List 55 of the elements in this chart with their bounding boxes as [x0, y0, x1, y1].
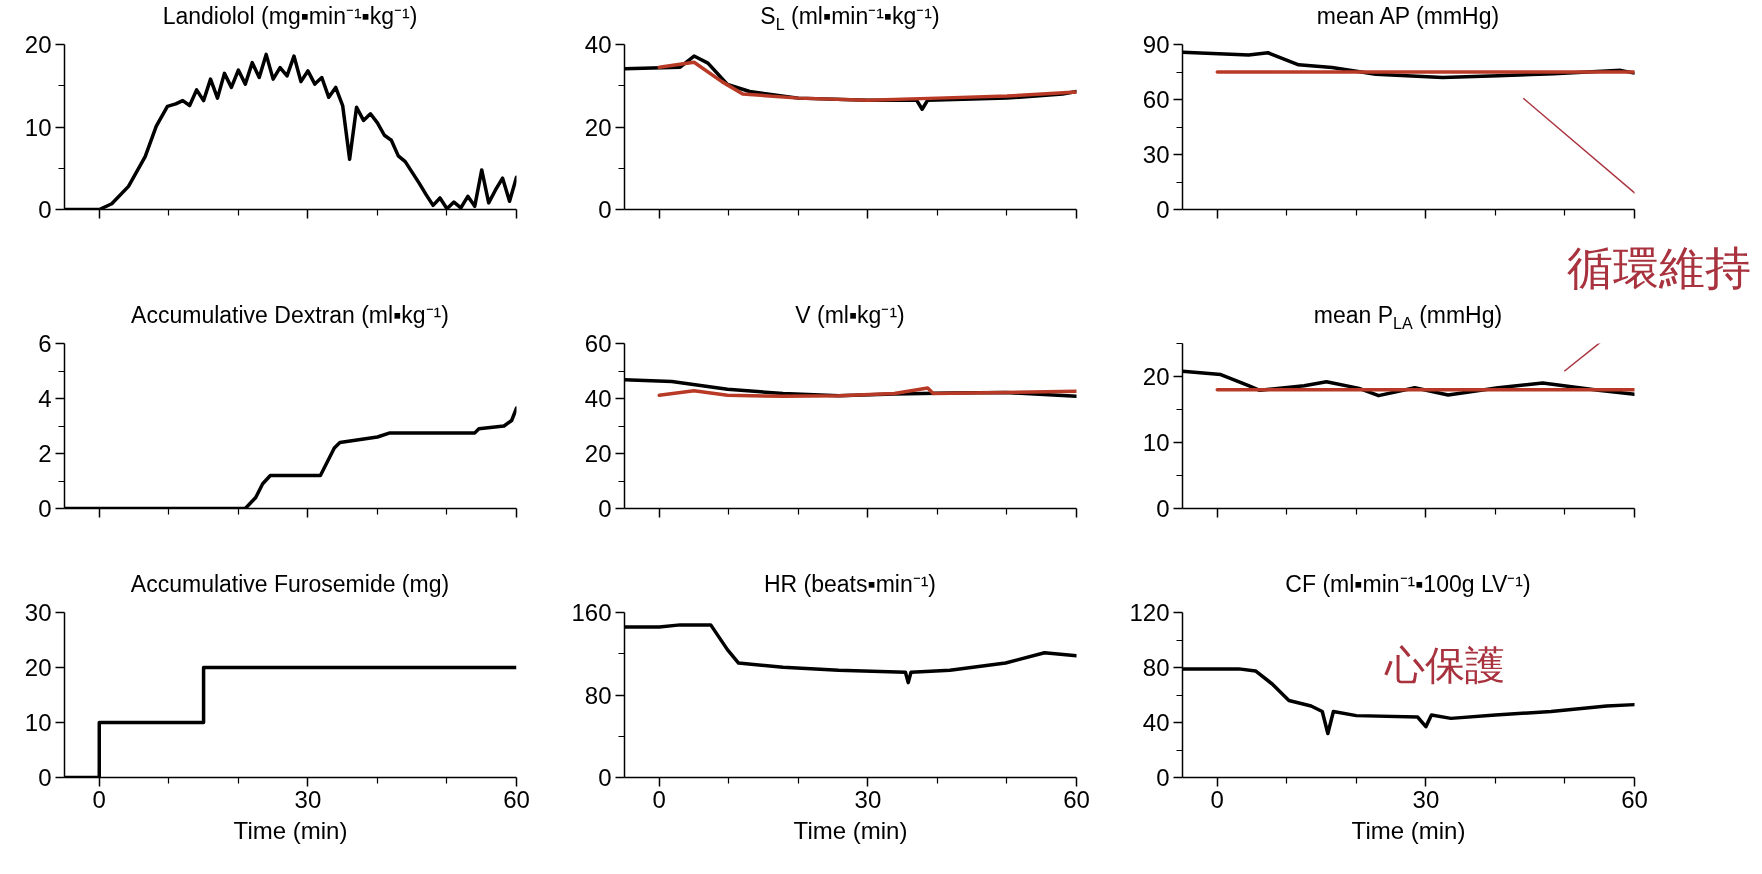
y-tick-label: 60 — [584, 330, 612, 357]
y-tick-label: 2 — [38, 440, 52, 467]
chart-title: Landiolol (mg▪min⁻¹▪kg⁻¹) — [161, 2, 419, 31]
y-tick-label: 90 — [1142, 31, 1170, 58]
y-tick-label: 4 — [38, 385, 52, 412]
y-tick-label: 160 — [571, 599, 612, 626]
x-tick-label: 0 — [92, 785, 106, 813]
y-tick-label: 0 — [38, 495, 52, 522]
y-tick-label: 60 — [1142, 86, 1170, 113]
y-tick-label: 0 — [1156, 495, 1170, 522]
annotation: 心保護 — [1384, 641, 1506, 688]
y-tick-label: 20 — [1142, 363, 1170, 390]
chart-title: S$_{L}$ (ml▪min⁻¹▪kg⁻¹) — [759, 2, 941, 35]
y-tick-label: 10 — [24, 113, 52, 141]
y-tick-label: 0 — [598, 495, 612, 522]
y-tick-label: 0 — [1156, 764, 1170, 791]
y-tick-label: 0 — [38, 764, 52, 791]
x-tick-label: 30 — [294, 785, 322, 813]
y-tick-label: 20 — [584, 113, 612, 141]
x-axis-title: Time (min) — [1351, 816, 1466, 844]
y-tick-label: 120 — [1129, 599, 1170, 626]
y-tick-label: 30 — [1142, 141, 1170, 168]
chart-title: mean AP (mmHg) — [1315, 2, 1501, 31]
chart-title: HR (beats▪min⁻¹) — [762, 570, 938, 599]
y-tick-label: 6 — [38, 330, 52, 357]
y-tick-label: 10 — [1142, 429, 1170, 456]
x-axis-title: Time (min) — [233, 816, 348, 844]
y-tick-label: 80 — [584, 681, 612, 709]
y-tick-label: 0 — [598, 196, 612, 223]
x-tick-label: 30 — [1412, 785, 1440, 813]
y-tick-label: 40 — [1142, 709, 1170, 736]
chart-title: mean P$_{LA}$ (mmHg) — [1312, 301, 1504, 334]
chart-title: Accumulative Dextran (ml▪kg⁻¹) — [130, 301, 450, 330]
x-tick-label: 30 — [854, 785, 882, 813]
x-tick-label: 60 — [1621, 785, 1648, 813]
x-axis-title: Time (min) — [793, 816, 908, 844]
y-tick-label: 30 — [24, 599, 52, 626]
y-tick-label: 20 — [24, 654, 52, 681]
x-tick-label: 60 — [503, 785, 530, 813]
y-tick-label: 40 — [584, 31, 612, 58]
chart-title: CF (ml▪min⁻¹▪100g LV⁻¹) — [1284, 570, 1532, 599]
y-tick-label: 20 — [584, 440, 612, 467]
chart-title: V (ml▪kg⁻¹) — [794, 301, 906, 330]
chart-title: Accumulative Furosemide (mg) — [129, 570, 451, 599]
y-tick-label: 0 — [1156, 196, 1170, 223]
y-tick-label: 0 — [598, 764, 612, 791]
x-tick-label: 0 — [652, 785, 666, 813]
y-tick-label: 20 — [24, 31, 52, 58]
y-tick-label: 40 — [584, 385, 612, 412]
y-tick-label: 0 — [38, 196, 52, 223]
x-tick-label: 60 — [1063, 785, 1090, 813]
text: 循環維持 — [1566, 241, 1751, 295]
y-tick-label: 10 — [24, 709, 52, 736]
x-tick-label: 0 — [1210, 785, 1224, 813]
y-tick-label: 80 — [1142, 654, 1170, 681]
